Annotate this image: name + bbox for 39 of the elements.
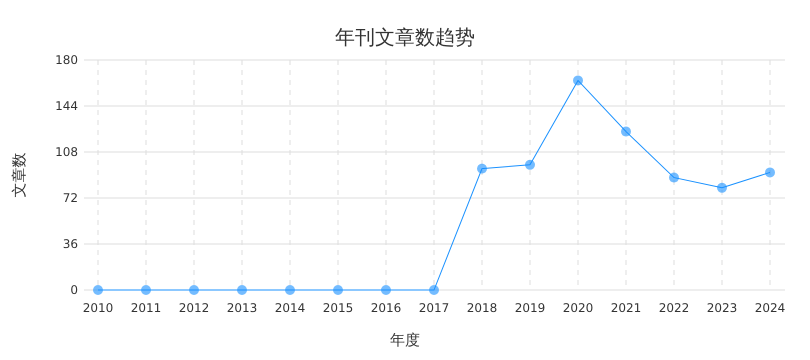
x-tick-label: 2012 [178, 301, 210, 315]
x-tick-label: 2023 [706, 301, 738, 315]
point [573, 75, 583, 86]
x-tick-label: 2019 [514, 301, 546, 315]
y-tick-label: 108 [55, 145, 78, 159]
point [237, 285, 247, 295]
x-tick-label: 2022 [658, 301, 690, 315]
point [477, 164, 487, 174]
point [621, 126, 631, 137]
x-tick-label: 2024 [754, 301, 786, 315]
y-tick-label: 180 [55, 53, 78, 67]
x-tick-label: 2020 [562, 301, 594, 315]
x-tick-label: 2016 [370, 301, 402, 315]
x-axis-title: 年度 [390, 331, 420, 349]
point [429, 285, 439, 295]
y-axis-title: 文章数 [10, 152, 28, 198]
x-tick-label: 2015 [322, 301, 354, 315]
x-tick-label: 2010 [82, 301, 114, 315]
x-tick-label: 2018 [466, 301, 498, 315]
point [93, 285, 103, 295]
point [141, 285, 151, 295]
x-tick-label: 2011 [130, 301, 162, 315]
point [381, 285, 391, 295]
x-tick-label: 2021 [610, 301, 642, 315]
y-tick-label: 0 [70, 283, 78, 297]
y-tick-label: 144 [55, 99, 78, 113]
point [333, 285, 343, 295]
point [285, 285, 295, 295]
x-tick-label: 2017 [418, 301, 450, 315]
point [525, 160, 535, 170]
point [189, 285, 199, 295]
chart-title: 年刊文章数趋势 [335, 25, 475, 49]
point [717, 182, 727, 193]
y-tick-label: 36 [62, 237, 78, 251]
point [669, 172, 679, 183]
x-tick-label: 2013 [226, 301, 258, 315]
x-tick-label: 2014 [274, 301, 306, 315]
point [765, 167, 775, 178]
y-tick-label: 72 [62, 191, 78, 205]
